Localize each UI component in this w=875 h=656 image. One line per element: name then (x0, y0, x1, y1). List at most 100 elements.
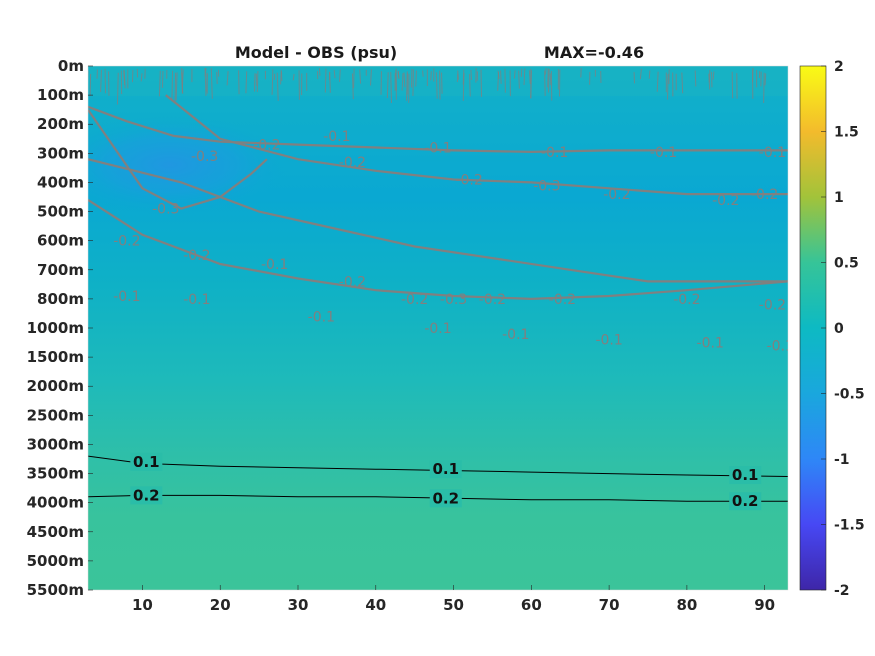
contour-line-noise (359, 69, 362, 84)
contour-line-noise (158, 70, 161, 97)
y-tick-label: 4000m (27, 494, 84, 512)
colorbar-tick-label: 1 (834, 190, 844, 206)
contour-label: -0.2 (183, 248, 210, 264)
contour-line-noise (639, 68, 642, 80)
contour-line-noise (204, 68, 207, 96)
contour-label: 0.2 (133, 486, 160, 504)
colorbar-tick-label: -1.5 (834, 518, 865, 534)
contour-label: -0.1 (183, 292, 210, 308)
contour-line-noise (140, 73, 143, 82)
colorbar-tick-label: -2 (834, 583, 850, 599)
contour-line-noise (549, 73, 552, 86)
contour-label: 0.1 (732, 466, 759, 484)
y-tick-label: 2500m (27, 406, 84, 424)
contour-line-negative (88, 198, 788, 301)
contour-line-noise (292, 73, 295, 81)
contour-label: -0.2 (712, 193, 739, 209)
y-tick-label: 1000m (27, 319, 84, 337)
contour-label: -0.2 (759, 298, 786, 314)
contour-line-noise (123, 70, 126, 86)
x-tick-label: 70 (599, 596, 620, 614)
contour-line-noise (415, 70, 417, 87)
colorbar-tick-label: -1 (834, 452, 850, 468)
y-axis: 0m 100m 200m 300m 400m 500m 600m 700m 800m 1000m 1… (27, 57, 93, 599)
contour-line-noise (712, 71, 715, 80)
contour-line-noise (547, 68, 549, 88)
contour-label: -0.2 (401, 292, 428, 308)
contour-label: -0.1 (759, 145, 786, 161)
contour-line-noise (548, 68, 550, 93)
x-axis: 10 20 30 40 50 60 70 80 90 (132, 585, 775, 614)
contour-label: -0.2 (751, 187, 778, 203)
colorbar-tick-label: 0 (834, 321, 844, 337)
contour-line-noise (339, 69, 341, 82)
contour-line-noise (386, 72, 389, 99)
y-tick-label: 300m (37, 144, 84, 162)
contour-line-noise (175, 72, 178, 101)
contour-line-positive (88, 494, 788, 502)
contour-line-noise (210, 68, 213, 99)
colorbar-tick-label: 1.5 (834, 125, 859, 141)
contour-line-noise (329, 72, 331, 93)
contour-label: -0.2 (113, 234, 140, 250)
contour-line-negative (88, 105, 788, 154)
contour-label: -0.2 (549, 292, 576, 308)
contour-label-background (130, 452, 163, 471)
contour-line-noise (271, 69, 274, 95)
contour-line-positive (88, 455, 788, 477)
contour-label: -0.3 (533, 178, 560, 194)
colorbar-tick-label: 0.5 (834, 256, 859, 272)
y-tick-label: 800m (37, 290, 84, 308)
chart-max-label: MAX=-0.46 (544, 43, 644, 62)
contour-line-noise (89, 73, 92, 97)
contour-label: -0.1 (502, 327, 529, 343)
contour-label: -0.1 (261, 257, 288, 273)
plot-area: -0.1 -0.1 -0.1 -0.1 -0.1 -0.1 -0.2 -0.2 -0.2 -0.3… (88, 66, 788, 590)
heatmap-minimum-region (88, 115, 290, 215)
contour-line-noise (500, 70, 502, 84)
contour-line-noise (528, 70, 531, 85)
x-tick-label: 60 (521, 596, 542, 614)
contour-line-noise (648, 70, 651, 79)
contour-label: -0.1 (424, 321, 451, 337)
contour-label-background (429, 489, 462, 508)
contour-line-noise (435, 72, 438, 99)
x-tick-label: 10 (132, 596, 153, 614)
contour-line-noise (462, 69, 465, 85)
contour-line-noise (763, 72, 765, 103)
y-tick-label: 4500m (27, 523, 84, 541)
x-tick-label: 20 (210, 596, 231, 614)
contour-label: -0.3 (152, 202, 179, 218)
x-tick-label: 90 (754, 596, 775, 614)
contour-line-noise (100, 69, 102, 92)
contour-label: -0.1 (113, 289, 140, 305)
contour-label: -0.2 (455, 173, 482, 189)
contour-line-noise (226, 71, 229, 86)
y-tick-label: 1500m (27, 348, 84, 366)
colorbar-ticks: 2 1.5 1 0.5 0 -0.5 -1 -1.5 -2 (821, 59, 865, 599)
contour-line-noise (470, 69, 472, 81)
contour-line-noise (422, 70, 424, 77)
contour-line-noise (694, 70, 697, 87)
y-tick-label: 0m (58, 57, 84, 75)
contour-line-negative (88, 158, 788, 283)
contour-label-background (429, 460, 462, 479)
contour-line-negative (165, 94, 788, 196)
contour-line-noise (469, 73, 471, 97)
contour-line-noise (401, 73, 404, 91)
contour-line-noise (513, 70, 516, 79)
contour-line-noise (351, 73, 354, 100)
contour-label: -0.1 (697, 336, 724, 352)
contour-label: -0.1 (541, 145, 568, 161)
contour-line-noise (256, 71, 259, 92)
contour-line-noise (681, 72, 684, 94)
contour-line-noise (497, 71, 500, 91)
contour-line-noise (181, 68, 183, 94)
contour-line-noise (161, 70, 164, 88)
contour-line-noise (764, 73, 767, 86)
contour-line-noise (276, 72, 279, 101)
y-tick-label: 3000m (27, 435, 84, 453)
contour-line-noise (390, 72, 392, 104)
contour-line-noise (254, 73, 256, 92)
